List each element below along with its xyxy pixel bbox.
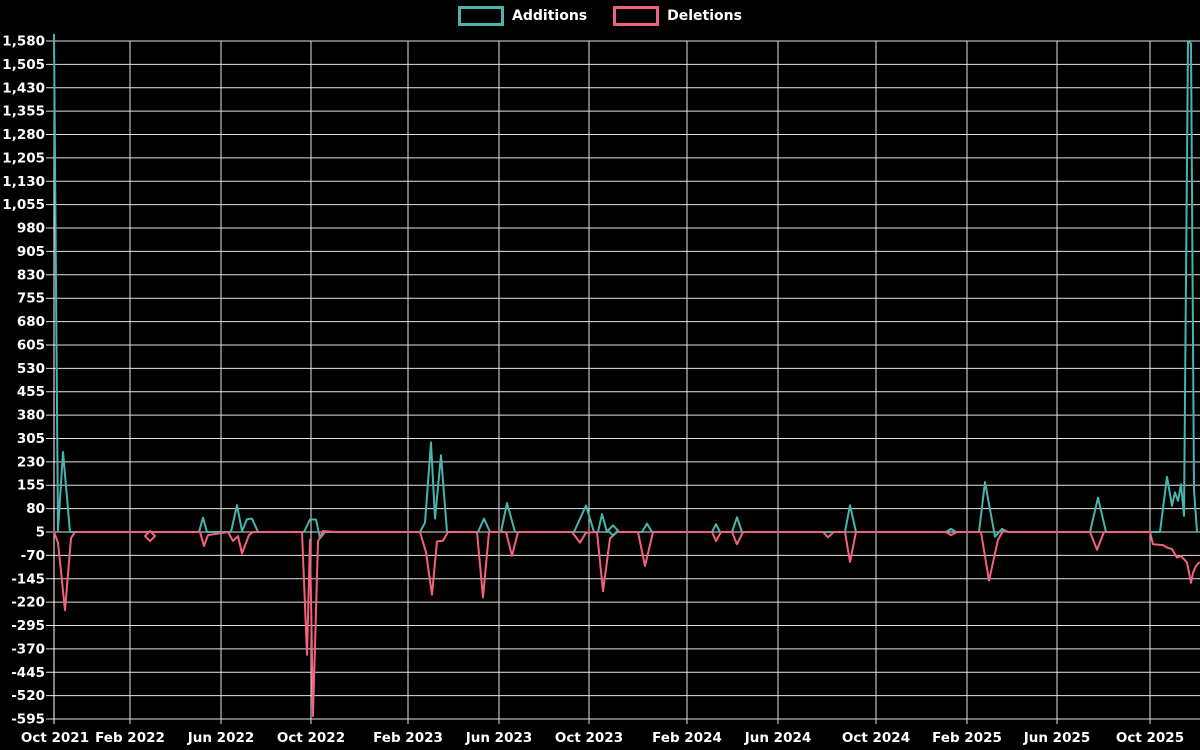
y-tick-label: 1,355 bbox=[2, 104, 45, 120]
y-tick-label: 605 bbox=[17, 337, 45, 353]
y-tick-label: 1,280 bbox=[2, 127, 45, 143]
y-tick-label: -70 bbox=[21, 548, 45, 564]
chart-legend: Additions Deletions bbox=[0, 6, 1200, 26]
y-tick-label: 380 bbox=[17, 408, 45, 424]
y-tick-label: 455 bbox=[17, 384, 45, 400]
y-tick-label: 1,205 bbox=[2, 150, 45, 166]
x-tick-label: Jun 2024 bbox=[744, 730, 812, 746]
y-tick-label: -595 bbox=[11, 712, 45, 728]
x-tick-label: Feb 2025 bbox=[932, 730, 1002, 746]
y-tick-label: 305 bbox=[17, 431, 45, 447]
additions-line bbox=[53, 33, 1198, 540]
y-tick-label: 80 bbox=[26, 501, 45, 517]
y-tick-label: 830 bbox=[17, 267, 45, 283]
x-tick-label: Feb 2024 bbox=[652, 730, 722, 746]
additions-point-marker bbox=[606, 524, 620, 537]
y-tick-label: 905 bbox=[17, 244, 45, 260]
x-tick-label: Oct 2024 bbox=[842, 730, 910, 746]
x-tick-label: Oct 2023 bbox=[555, 730, 623, 746]
x-tick-label: Jun 2023 bbox=[465, 730, 533, 746]
deletions-swatch-icon bbox=[613, 6, 660, 26]
x-tick-label: Oct 2025 bbox=[1116, 730, 1184, 746]
additions-swatch-icon bbox=[458, 6, 505, 26]
legend-item-additions[interactable]: Additions bbox=[458, 6, 587, 26]
deletions-line bbox=[53, 530, 1200, 718]
y-tick-label: -220 bbox=[11, 595, 45, 611]
y-tick-label: 680 bbox=[17, 314, 45, 330]
y-tick-label: -145 bbox=[11, 571, 45, 587]
legend-label-additions: Additions bbox=[512, 8, 588, 24]
y-tick-label: 5 bbox=[36, 525, 45, 541]
x-tick-label: Feb 2023 bbox=[373, 730, 443, 746]
y-tick-label: -520 bbox=[11, 688, 45, 704]
x-tick-label: Oct 2022 bbox=[277, 730, 345, 746]
x-tick-label: Jun 2022 bbox=[187, 730, 255, 746]
legend-label-deletions: Deletions bbox=[667, 8, 742, 24]
x-tick-label: Jun 2025 bbox=[1023, 730, 1091, 746]
x-tick-label: Feb 2022 bbox=[95, 730, 165, 746]
y-tick-label: 1,430 bbox=[2, 80, 45, 96]
y-tick-label: 155 bbox=[17, 478, 45, 494]
y-tick-label: 980 bbox=[17, 221, 45, 237]
y-tick-label: -445 bbox=[11, 665, 45, 681]
y-tick-label: 1,130 bbox=[2, 174, 45, 190]
y-tick-label: -370 bbox=[11, 641, 45, 657]
deletions-point-marker bbox=[143, 529, 157, 543]
y-tick-label: 530 bbox=[17, 361, 45, 377]
legend-item-deletions[interactable]: Deletions bbox=[613, 6, 742, 26]
x-tick-label: Oct 2021 bbox=[21, 730, 89, 746]
y-tick-label: 1,505 bbox=[2, 57, 45, 73]
y-tick-label: 230 bbox=[17, 454, 45, 470]
y-tick-label: 1,580 bbox=[2, 34, 45, 50]
y-tick-label: -295 bbox=[11, 618, 45, 634]
y-tick-label: 1,055 bbox=[2, 197, 45, 213]
y-tick-label: 755 bbox=[17, 291, 45, 307]
